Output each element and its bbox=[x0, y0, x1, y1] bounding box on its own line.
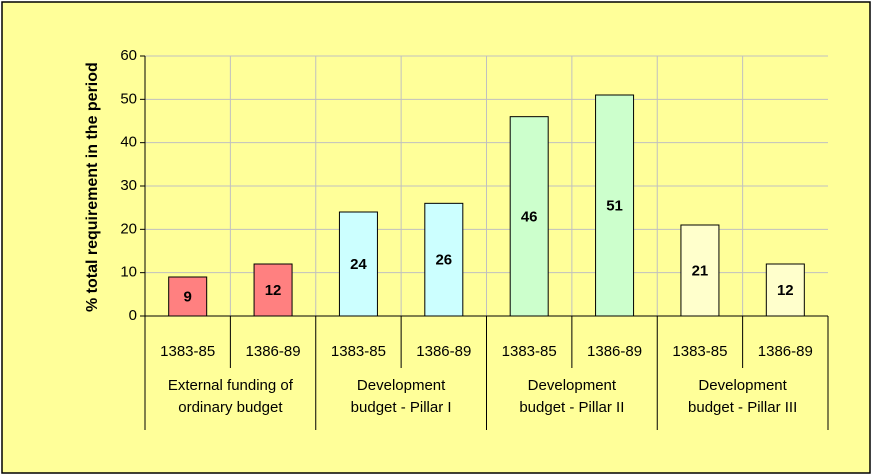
group-label: ordinary budget bbox=[178, 399, 283, 416]
group-label: budget - Pillar I bbox=[351, 399, 452, 416]
y-tick-label: 60 bbox=[120, 47, 137, 64]
data-label: 12 bbox=[777, 282, 794, 299]
y-tick-label: 10 bbox=[120, 264, 137, 281]
x-tick-label: 1386-89 bbox=[416, 343, 471, 360]
group-label: budget - Pillar III bbox=[688, 399, 797, 416]
group-label: Development bbox=[698, 377, 787, 394]
bar bbox=[338, 211, 378, 317]
x-tick-label: 1383-85 bbox=[160, 343, 215, 360]
group-label: Development bbox=[357, 377, 446, 394]
x-tick-label: 1386-89 bbox=[587, 343, 642, 360]
y-tick-label: 30 bbox=[120, 177, 137, 194]
x-tick-label: 1383-85 bbox=[331, 343, 386, 360]
bar bbox=[253, 263, 293, 317]
y-tick-label: 50 bbox=[120, 90, 137, 107]
bar bbox=[680, 224, 720, 317]
y-tick-label: 40 bbox=[120, 134, 137, 151]
group-label: Development bbox=[528, 377, 617, 394]
data-label: 26 bbox=[435, 252, 452, 269]
y-tick-label: 0 bbox=[129, 307, 137, 324]
data-label: 51 bbox=[606, 197, 623, 214]
group-label: budget - Pillar II bbox=[519, 399, 624, 416]
x-tick-label: 1383-85 bbox=[502, 343, 557, 360]
data-label: 46 bbox=[521, 208, 538, 225]
bar bbox=[595, 94, 635, 317]
data-label: 12 bbox=[265, 282, 282, 299]
x-tick-label: 1386-89 bbox=[246, 343, 301, 360]
bar bbox=[424, 202, 464, 317]
bar bbox=[765, 263, 805, 317]
y-tick-label: 20 bbox=[120, 220, 137, 237]
data-label: 24 bbox=[350, 256, 367, 273]
bar bbox=[509, 116, 549, 317]
group-label: External funding of bbox=[168, 377, 294, 394]
data-label: 9 bbox=[184, 288, 192, 305]
x-tick-label: 1383-85 bbox=[672, 343, 727, 360]
x-tick-label: 1386-89 bbox=[758, 343, 813, 360]
data-label: 21 bbox=[692, 262, 709, 279]
bar bbox=[168, 276, 208, 317]
y-axis-title: % total requirement in the period bbox=[84, 62, 101, 312]
